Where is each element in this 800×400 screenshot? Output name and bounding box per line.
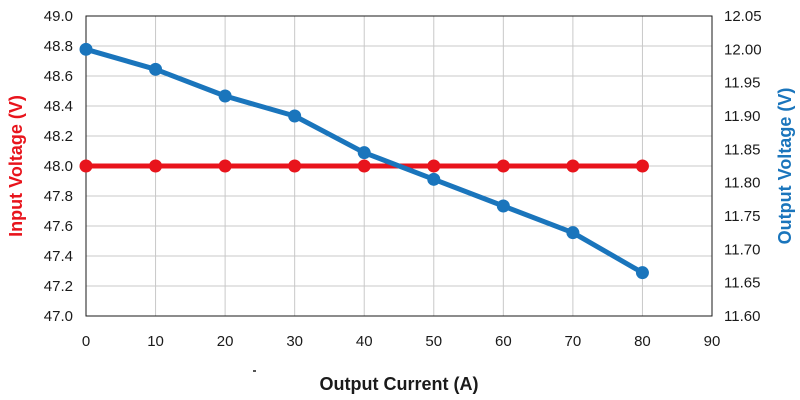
x-tick-label: 70 (565, 333, 582, 350)
output-voltage-point (79, 42, 93, 56)
x-tick-label: 0 (82, 333, 90, 350)
y-left-tick-label: 47.0 (44, 308, 73, 325)
output-voltage-point (566, 226, 580, 240)
y-right-tick-label: 12.00 (724, 41, 762, 58)
output-voltage-point (496, 199, 510, 213)
input-voltage-point (427, 159, 441, 173)
y-left-tick-label: 48.6 (44, 68, 73, 85)
y-axis-right-title: Output Voltage (V) (775, 88, 795, 245)
x-tick-label: 40 (356, 333, 373, 350)
y-left-tick-label: 47.2 (44, 278, 73, 295)
input-voltage-point (79, 159, 93, 173)
input-voltage-point (357, 159, 371, 173)
y-axis-left-title: Input Voltage (V) (6, 95, 26, 237)
output-voltage-point (288, 109, 302, 123)
x-tick-label: 60 (495, 333, 512, 350)
input-voltage-point (496, 159, 510, 173)
output-voltage-point (357, 146, 371, 160)
input-voltage-point (635, 159, 649, 173)
output-voltage-point (149, 62, 163, 76)
input-voltage-point (149, 159, 163, 173)
y-right-tick-label: 11.85 (724, 141, 760, 158)
y-right-tick-label: 11.95 (724, 75, 760, 92)
output-voltage-point (635, 266, 649, 280)
x-axis-title: Output Current (A) (320, 374, 479, 394)
tick-labels: 0 10 20 30 40 50 60 70 80 90 47.0 47.2 47.4 47.6 47.8 4… (44, 8, 762, 350)
input-voltage-point (566, 159, 580, 173)
y-right-tick-label: 11.70 (724, 241, 760, 258)
output-voltage-point (218, 89, 232, 103)
y-left-tick-label: 47.6 (44, 218, 73, 235)
x-tick-label: 50 (425, 333, 442, 350)
input-voltage-point (288, 159, 302, 173)
y-left-tick-label: 48.2 (44, 128, 73, 145)
y-left-tick-label: 48.0 (44, 158, 73, 175)
x-tick-label: 10 (147, 333, 164, 350)
x-tick-label: 80 (634, 333, 651, 350)
y-left-tick-label: 47.8 (44, 188, 73, 205)
series-layer (79, 42, 649, 280)
y-right-tick-label: 11.65 (724, 275, 760, 292)
stray-mark (253, 370, 256, 372)
y-left-tick-label: 48.4 (44, 98, 73, 115)
y-right-tick-label: 12.05 (724, 8, 762, 25)
x-tick-label: 90 (704, 333, 721, 350)
y-right-tick-label: 11.80 (724, 175, 760, 192)
x-tick-label: 30 (286, 333, 303, 350)
y-left-tick-label: 49.0 (44, 8, 73, 25)
y-left-tick-label: 48.8 (44, 38, 73, 55)
output-voltage-point (427, 172, 441, 186)
x-tick-label: 20 (217, 333, 234, 350)
y-left-tick-label: 47.4 (44, 248, 73, 265)
y-right-tick-label: 11.60 (724, 308, 760, 325)
y-right-tick-label: 11.90 (724, 108, 760, 125)
y-right-tick-label: 11.75 (724, 208, 760, 225)
input-voltage-point (218, 159, 232, 173)
